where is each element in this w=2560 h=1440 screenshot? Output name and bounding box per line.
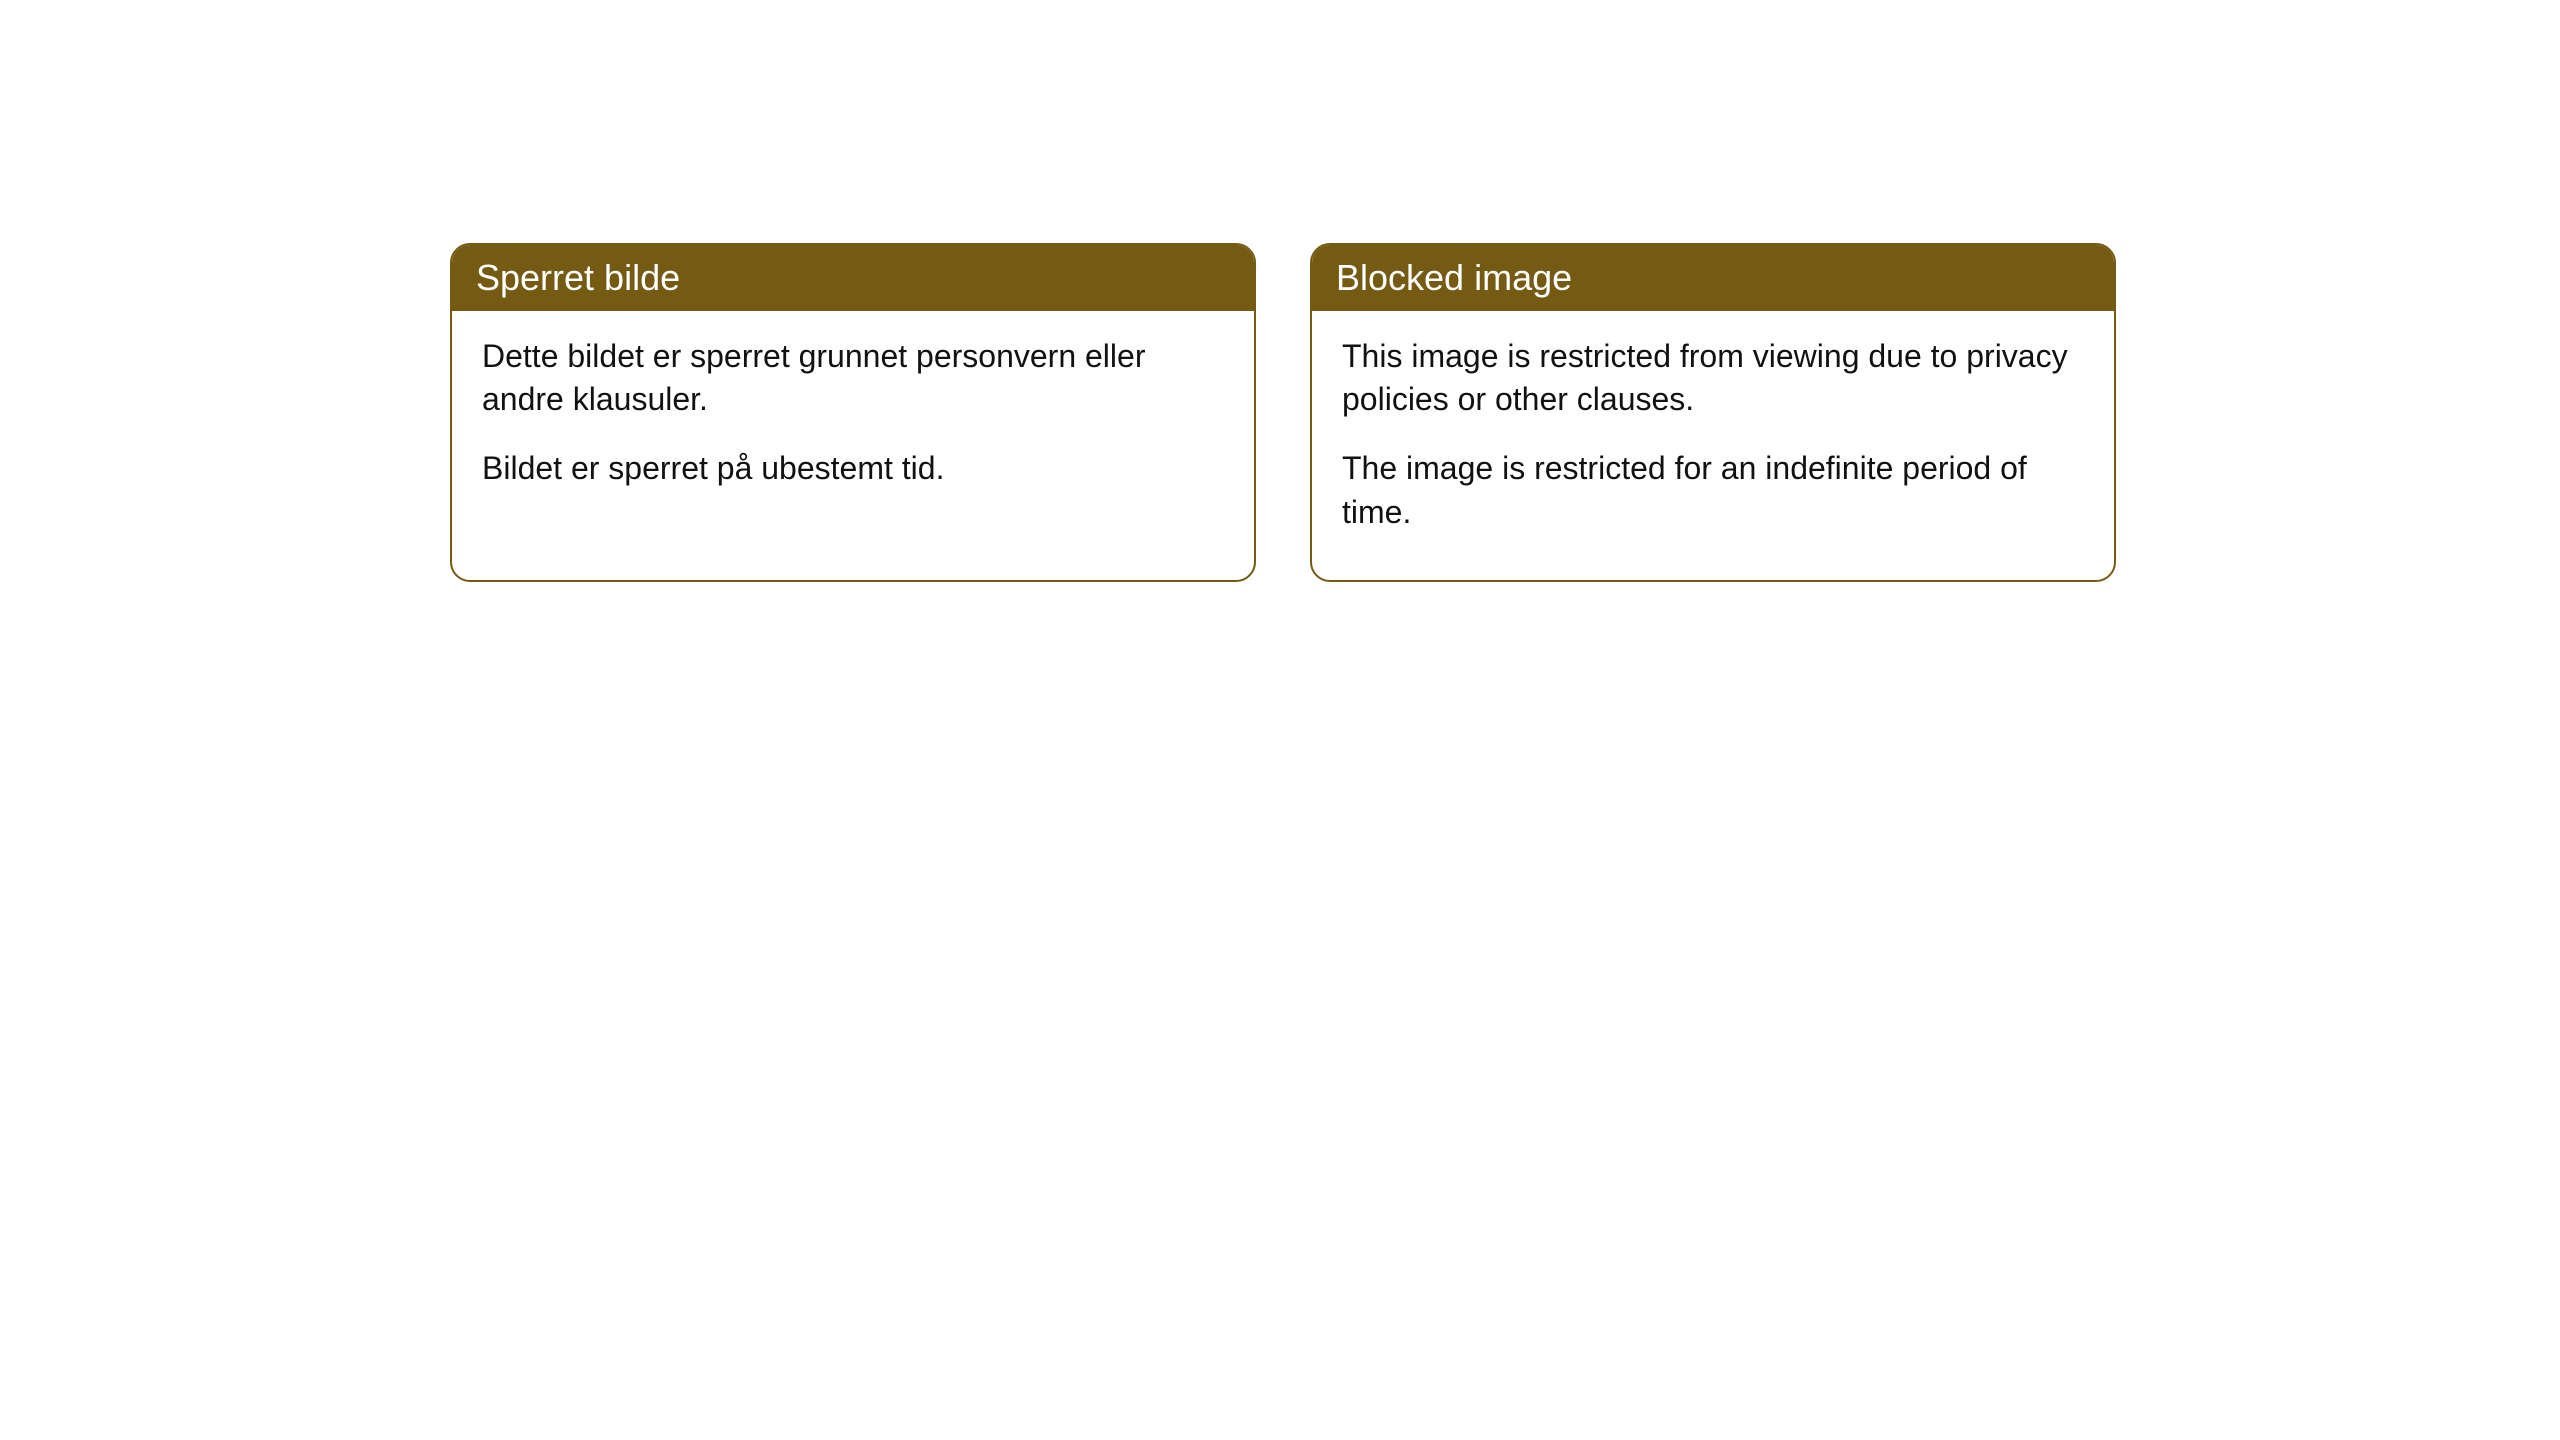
notice-paragraph: This image is restricted from viewing du… (1342, 335, 2084, 421)
notice-header: Blocked image (1312, 245, 2114, 311)
notice-card-english: Blocked image This image is restricted f… (1310, 243, 2116, 582)
notice-paragraph: The image is restricted for an indefinit… (1342, 447, 2084, 533)
notice-header: Sperret bilde (452, 245, 1254, 311)
notice-body: This image is restricted from viewing du… (1312, 311, 2114, 580)
notice-container: Sperret bilde Dette bildet er sperret gr… (450, 243, 2116, 582)
notice-body: Dette bildet er sperret grunnet personve… (452, 311, 1254, 537)
notice-paragraph: Bildet er sperret på ubestemt tid. (482, 447, 1224, 490)
notice-card-norwegian: Sperret bilde Dette bildet er sperret gr… (450, 243, 1256, 582)
notice-paragraph: Dette bildet er sperret grunnet personve… (482, 335, 1224, 421)
